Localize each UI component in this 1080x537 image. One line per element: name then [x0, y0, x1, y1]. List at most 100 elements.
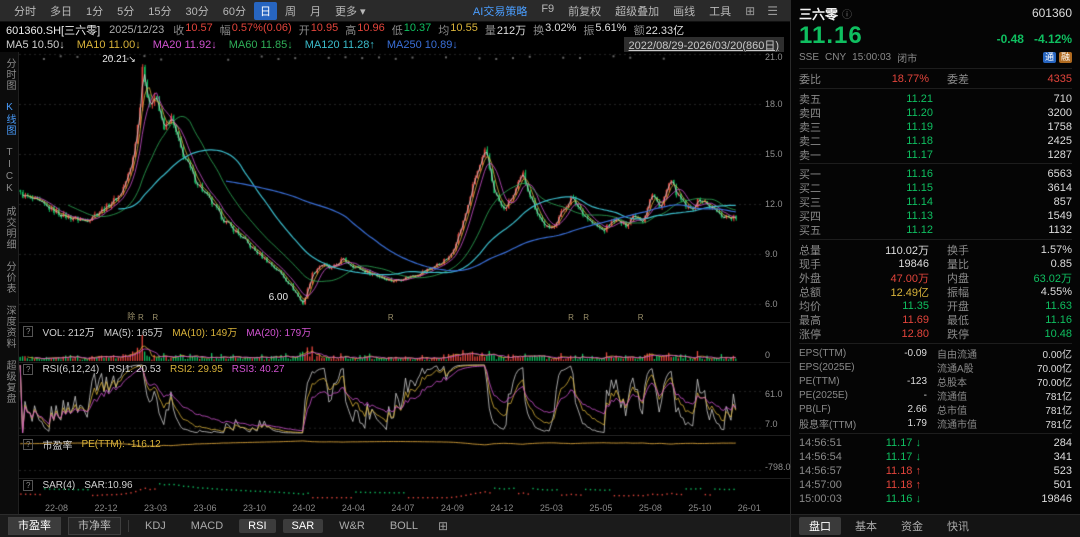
- ma-legend-item: MA20 11.92↓: [152, 38, 217, 51]
- period-tab[interactable]: 月: [310, 5, 321, 18]
- info-icon[interactable]: ⓘ: [842, 9, 853, 21]
- quote-tab[interactable]: 基本: [855, 521, 877, 533]
- indicator-tab[interactable]: BOLL: [389, 520, 418, 532]
- pe-canvas[interactable]: [19, 435, 763, 479]
- book-price: 11.19: [906, 121, 933, 133]
- market-badge: 通: [1042, 52, 1056, 63]
- period-tab[interactable]: 15分: [148, 5, 172, 18]
- info-field-label: 幅: [219, 24, 231, 37]
- panel-help-icon[interactable]: ?: [23, 325, 34, 337]
- period-tab[interactable]: 多日: [50, 5, 72, 18]
- quote-time: 15:00:03: [852, 52, 892, 63]
- bid-row[interactable]: 买一 11.16 6563: [799, 166, 1072, 181]
- ask-row[interactable]: 卖一 11.17 1287: [799, 147, 1072, 162]
- book-price: 11.16: [906, 168, 933, 180]
- x-axis-label: 26-01: [737, 502, 761, 513]
- period-tab[interactable]: 5分: [117, 5, 135, 18]
- layout-grid-icon[interactable]: ⊞: [745, 3, 756, 18]
- sidebar-item[interactable]: 分价表: [4, 261, 15, 295]
- quote-tab[interactable]: 资金: [901, 521, 923, 533]
- rsi-canvas[interactable]: [19, 363, 763, 436]
- info-field-label: 换: [533, 24, 545, 37]
- tick-price-value: 11.17: [885, 451, 916, 463]
- stat-value: 19846: [898, 258, 929, 270]
- panel-help-icon[interactable]: ?: [23, 438, 34, 450]
- stock-name: 三六零: [799, 6, 839, 22]
- info-field: 幅 0.57%(0.06): [220, 22, 292, 38]
- bid-row[interactable]: 买五 11.12 1132: [799, 222, 1072, 237]
- view-sidebar: 分时图 K线图 TICK 成交明细分价表深度资料超级复盘: [0, 52, 19, 515]
- toolbar-tool[interactable]: F9: [541, 2, 555, 15]
- volume-canvas[interactable]: [19, 322, 763, 363]
- period-tab[interactable]: 更多 ▾: [335, 5, 366, 18]
- bid-row[interactable]: 买二 11.15 3614: [799, 180, 1072, 195]
- info-field-value: 0.57%(0.06): [231, 21, 292, 34]
- fundamental-label: 流通A股: [937, 364, 974, 375]
- indicator-tab[interactable]: KDJ: [145, 520, 166, 532]
- stat-value: 63.02万: [1033, 273, 1072, 285]
- indicator-tab[interactable]: RSI: [239, 519, 276, 533]
- toolbar-tool[interactable]: 工具: [709, 5, 732, 18]
- sidebar-item[interactable]: 超级复盘: [4, 360, 15, 405]
- info-field: 量 212万: [485, 22, 526, 38]
- period-tab[interactable]: 30分: [185, 5, 209, 18]
- exchange-label: SSE: [799, 52, 820, 63]
- toolbar-tool[interactable]: 画线: [673, 5, 696, 18]
- toolbar-tool[interactable]: AI交易策略: [472, 5, 528, 18]
- trade-tick-row: 14:56:54 11.17 ↓ 341: [799, 450, 1072, 464]
- stat-label: 涨停: [799, 329, 821, 341]
- fundamental-value: 1.79: [907, 418, 927, 429]
- menu-icon[interactable]: ☰: [767, 3, 778, 18]
- panel-help-icon[interactable]: ?: [23, 480, 34, 492]
- bid-row[interactable]: 买三 11.14 857: [799, 194, 1072, 209]
- last-price: 11.16: [799, 22, 863, 49]
- bid-row[interactable]: 买四 11.13 1549: [799, 208, 1072, 223]
- valuation-toggle[interactable]: 市盈率: [8, 517, 61, 535]
- stat-value: 1.57%: [1040, 244, 1072, 256]
- book-level-label: 卖二: [799, 136, 821, 148]
- indicator-tab[interactable]: MACD: [190, 520, 224, 532]
- period-tab[interactable]: 1分: [86, 5, 104, 18]
- stat-value: 11.69: [902, 314, 929, 326]
- volume-panel: ? VOL: 212万 MA(5): 165万 MA(10): 149万 MA(20)…: [19, 321, 790, 363]
- ma-legend-item: MA120 11.28↑: [304, 38, 375, 51]
- sidebar-item[interactable]: 深度资料: [4, 305, 15, 350]
- sidebar-item[interactable]: 成交明细: [4, 206, 15, 251]
- period-tab[interactable]: 周: [285, 5, 296, 18]
- period-tab[interactable]: 分时: [14, 5, 36, 18]
- ask-row[interactable]: 卖二 11.18 2425: [799, 133, 1072, 148]
- fundamental-row: PE(2025E) - 流通值 781亿: [799, 388, 1072, 403]
- sidebar-item[interactable]: 分时图: [4, 58, 15, 92]
- kline-canvas[interactable]: [19, 52, 763, 317]
- peak-arrow-icon: ↘: [128, 53, 136, 64]
- quote-tab[interactable]: 盘口: [799, 517, 841, 535]
- volume-legend-value: MA(20): 179万: [246, 327, 312, 339]
- period-tab[interactable]: 日: [254, 1, 277, 20]
- panel-help-icon[interactable]: ?: [23, 364, 34, 376]
- period-tab[interactable]: 60分: [222, 5, 246, 18]
- sidebar-item[interactable]: TICK: [4, 147, 15, 196]
- toolbar-tool[interactable]: 超级叠加: [615, 5, 660, 18]
- sar-canvas[interactable]: [19, 479, 763, 502]
- fundamental-row: PB(LF) 2.66 总市值 781亿: [799, 402, 1072, 417]
- ask-row[interactable]: 卖四 11.20 3200: [799, 105, 1072, 120]
- info-field: 额 22.33亿: [634, 22, 685, 38]
- ask-row[interactable]: 卖五 11.21 710: [799, 91, 1072, 106]
- quote-tab[interactable]: 快讯: [947, 521, 969, 533]
- toolbar: 分时 多日 1分 5分 15分 30分 60分日周 月 更多 ▾ AI交易策略 F9 前复权 超级叠加…: [0, 0, 790, 23]
- date-range-selector[interactable]: 2022/08/29-2026/03/20(860日): [623, 36, 784, 53]
- toolbar-tool[interactable]: 前复权: [568, 5, 602, 18]
- ma-legend: MA5 10.50↓ MA10 11.00↓ MA20 11.92↓ MA60 11.…: [6, 39, 458, 51]
- indicator-tab[interactable]: W&R: [339, 520, 365, 532]
- fundamental-label: 自由流通: [937, 350, 977, 361]
- add-indicator-icon[interactable]: ⊞: [437, 519, 449, 533]
- indicator-tab[interactable]: SAR: [282, 519, 324, 533]
- sidebar-item[interactable]: K线图: [4, 102, 15, 137]
- stat-label: 外盘: [799, 273, 821, 285]
- ask-row[interactable]: 卖三 11.19 1758: [799, 119, 1072, 134]
- sar-panel: ? SAR(4) SAR:10.96: [19, 478, 790, 502]
- rsi-panel: ? RSI(6,12,24) RSI1: 20.53 RSI2: 29.95 RSI…: [19, 362, 790, 436]
- valuation-toggle[interactable]: 市净率: [68, 517, 121, 535]
- x-axis-label: 24-02: [292, 502, 316, 513]
- tick-time: 14:56:51: [799, 437, 842, 449]
